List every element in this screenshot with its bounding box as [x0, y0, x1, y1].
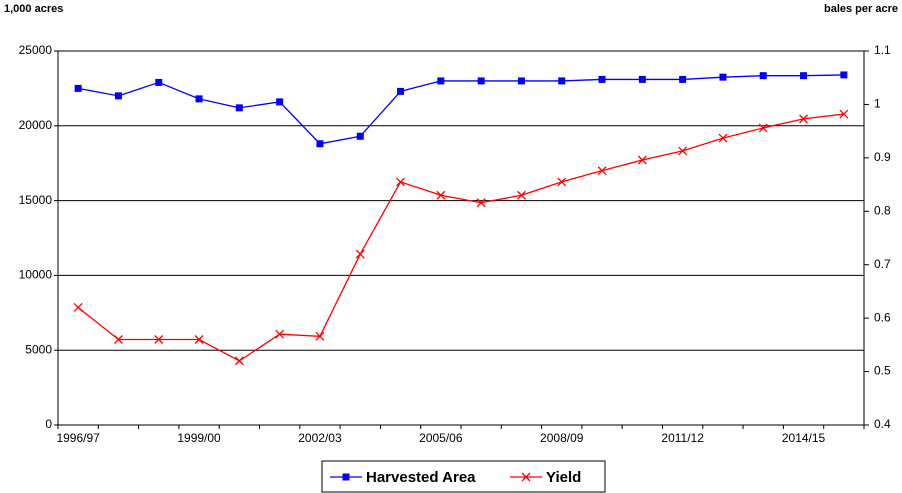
legend-label: Yield [546, 469, 581, 486]
series-line [77, 113, 844, 362]
marker [840, 71, 848, 79]
marker [799, 114, 809, 124]
x-tick-label: 2002/03 [298, 431, 342, 445]
marker [517, 77, 525, 85]
y-axis-title: 1,000 acres [4, 3, 63, 15]
marker [436, 190, 446, 200]
marker [315, 331, 325, 341]
y-tick-label: 20000 [19, 118, 53, 132]
y2-tick-label: 1.1 [874, 43, 891, 57]
marker [516, 190, 526, 200]
y-tick-label: 0 [45, 417, 52, 431]
marker [73, 302, 83, 312]
x-tick-label: 2011/12 [661, 431, 704, 445]
marker [195, 95, 203, 103]
y2-tick-label: 1 [874, 97, 881, 111]
marker [397, 87, 405, 95]
legend-marker [521, 472, 531, 482]
x-tick-label: 1999/00 [177, 431, 221, 445]
marker [113, 335, 123, 344]
y2-tick-label: 0.7 [874, 257, 891, 271]
marker [155, 78, 163, 86]
x-tick-label: 2005/06 [419, 431, 463, 445]
y2-tick-label: 0.4 [874, 417, 891, 431]
marker [235, 104, 243, 112]
y2-tick-label: 0.9 [874, 150, 891, 164]
marker [598, 75, 606, 83]
marker [396, 177, 406, 187]
marker [637, 155, 647, 165]
x-tick-label: 1996/97 [56, 431, 100, 445]
marker [678, 146, 688, 156]
legend-box [321, 460, 606, 493]
marker [275, 329, 285, 339]
marker [356, 132, 364, 140]
y-tick-label: 25000 [19, 43, 53, 57]
marker [679, 75, 687, 83]
marker [476, 198, 486, 208]
legend-marker [342, 473, 350, 481]
marker [718, 133, 728, 143]
x-tick-label: 2014/15 [782, 431, 826, 445]
marker [234, 356, 244, 366]
marker [839, 109, 849, 119]
marker [437, 77, 445, 85]
marker [558, 77, 566, 85]
marker [316, 140, 324, 148]
marker [759, 72, 767, 80]
marker [719, 73, 727, 81]
marker [477, 77, 485, 85]
y2-tick-label: 0.8 [874, 203, 891, 217]
x-tick-label: 2008/09 [540, 431, 584, 445]
marker [154, 335, 164, 344]
marker [597, 166, 607, 176]
marker [194, 335, 204, 344]
marker [74, 84, 82, 92]
marker [355, 249, 365, 259]
y2-tick-label: 0.5 [874, 364, 891, 378]
legend-label: Harvested Area [366, 469, 476, 486]
marker [557, 177, 567, 187]
marker [276, 98, 284, 106]
y-tick-label: 10000 [19, 268, 53, 282]
y2-tick-label: 0.6 [874, 310, 891, 324]
y-tick-label: 15000 [19, 193, 53, 207]
y-tick-label: 5000 [25, 342, 52, 356]
marker [800, 72, 808, 80]
marker [114, 92, 122, 100]
series-line [78, 74, 844, 145]
marker [758, 123, 768, 133]
y2-axis-title: bales per acre [824, 3, 898, 15]
marker [638, 75, 646, 83]
